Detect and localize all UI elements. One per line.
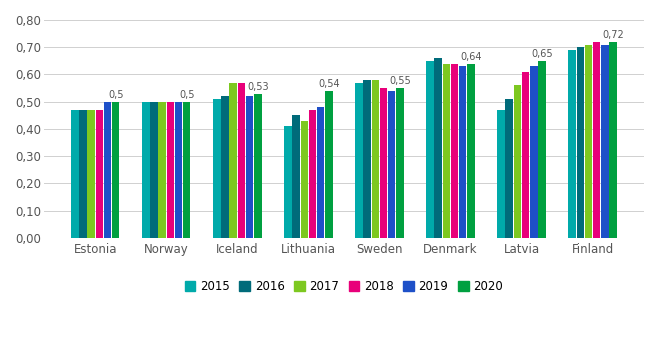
Bar [96,110,103,238]
Bar [451,63,458,238]
Bar [380,88,387,238]
Bar [71,110,78,238]
Bar [459,66,467,238]
Text: 0,55: 0,55 [389,76,411,87]
Bar [363,80,371,238]
Bar [396,88,403,238]
Text: 0,5: 0,5 [179,90,194,100]
Bar [229,83,237,238]
Bar [150,102,158,238]
Bar [301,121,308,238]
Bar [175,102,183,238]
Bar [88,110,95,238]
Bar [142,102,150,238]
Bar [568,50,576,238]
Bar [585,45,592,238]
Bar [577,47,584,238]
Bar [505,99,513,238]
Bar [238,83,245,238]
Bar [325,91,333,238]
Bar [355,83,362,238]
Text: 0,65: 0,65 [531,49,553,59]
Bar [254,93,262,238]
Bar [498,110,505,238]
Bar [284,126,292,238]
Bar [426,61,434,238]
Bar [221,96,229,238]
Bar [513,85,521,238]
Text: 0,5: 0,5 [108,90,123,100]
Bar [601,45,608,238]
Bar [467,63,474,238]
Bar [167,102,174,238]
Bar [372,80,379,238]
Bar [293,115,300,238]
Bar [388,91,395,238]
Bar [317,107,324,238]
Legend: 2015, 2016, 2017, 2018, 2019, 2020: 2015, 2016, 2017, 2018, 2019, 2020 [185,280,503,293]
Bar [443,63,450,238]
Bar [522,72,529,238]
Bar [246,96,253,238]
Bar [434,58,442,238]
Bar [158,102,166,238]
Text: 0,53: 0,53 [247,82,269,92]
Bar [112,102,119,238]
Bar [103,102,111,238]
Text: 0,64: 0,64 [460,52,482,62]
Bar [609,42,617,238]
Text: 0,54: 0,54 [318,79,339,89]
Bar [308,110,316,238]
Bar [213,99,221,238]
Bar [530,66,538,238]
Bar [79,110,87,238]
Text: 0,72: 0,72 [602,30,624,40]
Bar [538,61,546,238]
Bar [593,42,600,238]
Bar [183,102,190,238]
